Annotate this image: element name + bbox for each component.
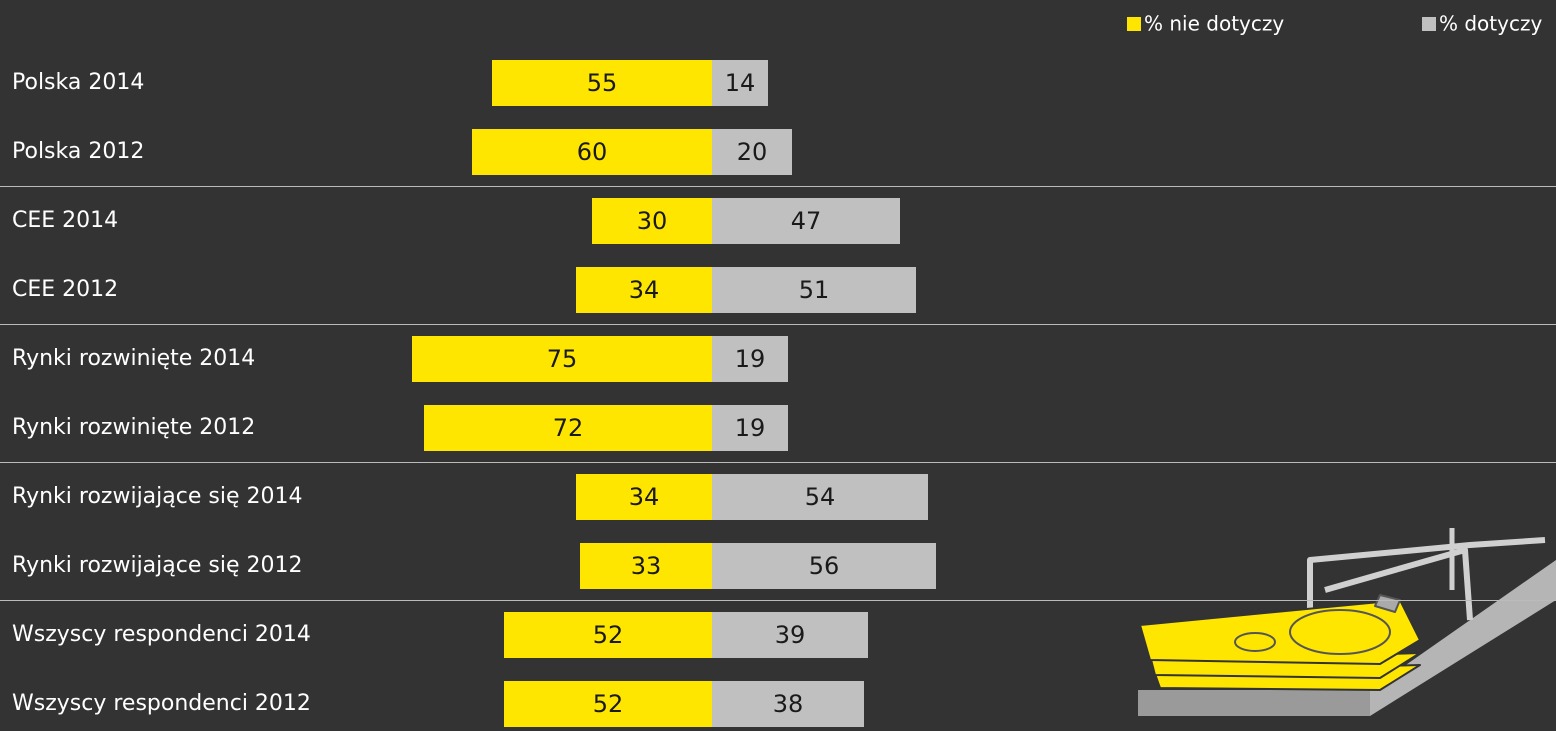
value-label: 56 (809, 552, 840, 580)
value-label: 19 (735, 345, 766, 373)
value-label: 34 (629, 483, 660, 511)
legend-label: % dotyczy (1439, 12, 1542, 36)
value-label: 54 (805, 483, 836, 511)
category-label: Rynki rozwijające się 2012 (12, 553, 302, 578)
value-label: 20 (737, 138, 768, 166)
category-label: Wszyscy respondenci 2014 (12, 622, 311, 647)
category-label: Polska 2014 (12, 70, 144, 95)
category-label: Rynki rozwinięte 2014 (12, 346, 255, 371)
value-label: 34 (629, 276, 660, 304)
value-label: 30 (637, 207, 668, 235)
page: Polska 2014 55 14 Polska 2012 60 20 CEE 2014 30… (0, 0, 1556, 731)
value-label: 51 (799, 276, 830, 304)
value-label: 75 (547, 345, 578, 373)
category-label: CEE 2014 (12, 208, 118, 233)
chart: Polska 2014 55 14 Polska 2012 60 20 CEE 2014 30… (0, 0, 1556, 731)
value-label: 14 (725, 69, 756, 97)
category-label: Rynki rozwijające się 2014 (12, 484, 302, 509)
value-label: 33 (631, 552, 662, 580)
legend-label: % nie dotyczy (1144, 12, 1284, 36)
value-label: 55 (587, 69, 618, 97)
category-label: CEE 2012 (12, 277, 118, 302)
value-label: 72 (553, 414, 584, 442)
value-label: 52 (593, 621, 624, 649)
category-label: Wszyscy respondenci 2012 (12, 691, 311, 716)
category-label: Rynki rozwinięte 2012 (12, 415, 255, 440)
value-label: 19 (735, 414, 766, 442)
legend-swatch (1127, 17, 1141, 31)
value-label: 39 (775, 621, 806, 649)
value-label: 60 (577, 138, 608, 166)
value-label: 47 (791, 207, 822, 235)
value-label: 38 (773, 690, 804, 718)
legend-swatch (1422, 17, 1436, 31)
category-label: Polska 2012 (12, 139, 144, 164)
value-label: 52 (593, 690, 624, 718)
